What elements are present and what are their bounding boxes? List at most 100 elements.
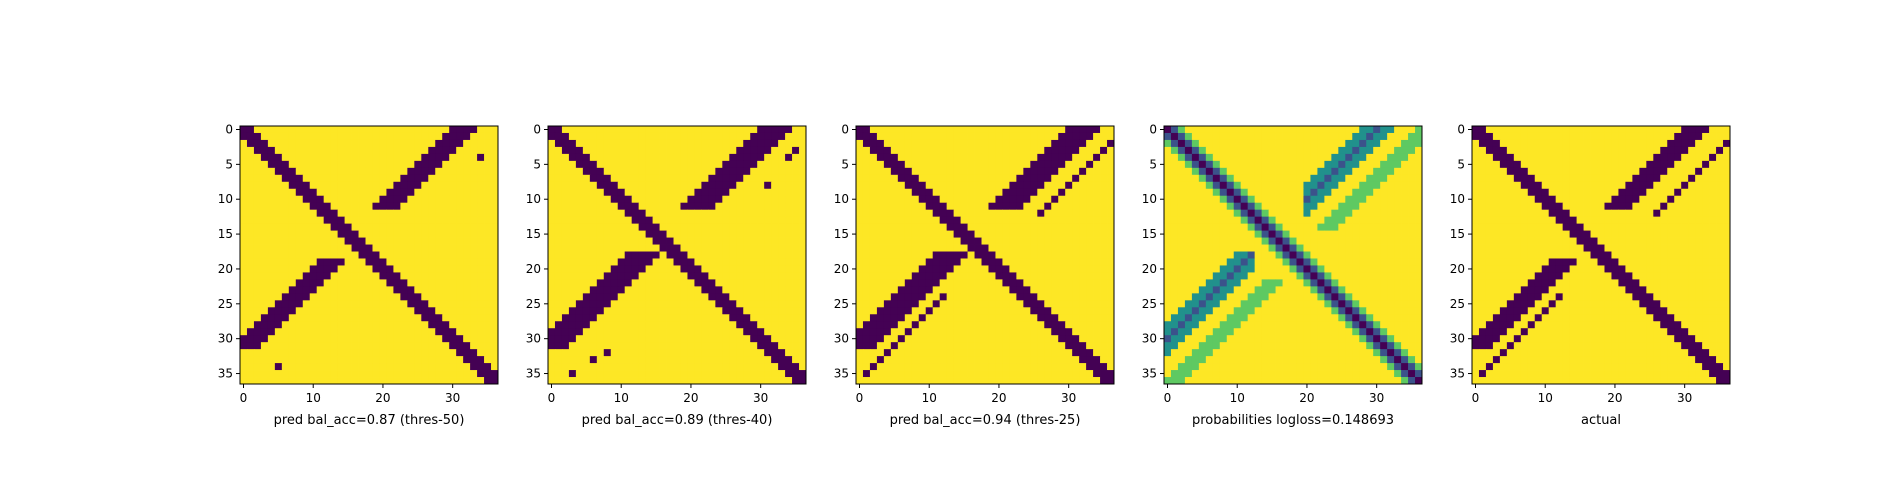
heatmap-cell [344,342,352,350]
heatmap-cell [428,216,436,225]
heatmap-cell [484,146,492,155]
heatmap-cell [442,258,450,266]
heatmap-cell [246,251,255,259]
heatmap-cell [750,146,758,155]
heatmap-cell [1058,153,1066,162]
heatmap-cell [1016,335,1024,343]
heatmap-cell [589,216,598,225]
heatmap-cell [1044,202,1052,211]
heatmap-cell [911,258,920,266]
heatmap-cell [491,300,499,308]
heatmap-cell [715,174,723,183]
heatmap-cell [722,139,730,148]
heatmap-cell [491,153,499,162]
heatmap-cell [1359,230,1367,238]
heatmap-cell [645,223,653,231]
heatmap-cell [1366,223,1374,231]
heatmap-cell [1177,132,1186,141]
heatmap-cell [1177,153,1186,162]
heatmap-cell [1107,153,1115,162]
heatmap-cell [1212,223,1221,231]
heatmap-cell [974,342,982,350]
panel-caption: pred bal_acc=0.89 (thres-40) [582,413,773,428]
heatmap-cell [393,209,401,218]
heatmap-cell [1212,167,1221,176]
heatmap-cell [1037,377,1045,385]
heatmap-cell [1226,146,1235,155]
heatmap-cell [1009,342,1017,350]
heatmap-cell [1310,146,1318,155]
heatmap-cell [645,328,653,336]
heatmap-cell [743,160,751,169]
heatmap-cell [393,223,401,231]
heatmap-cell [890,342,899,350]
heatmap-cell [1275,160,1283,169]
heatmap-cell [911,265,920,273]
heatmap-cell [792,223,800,231]
heatmap-cell [729,153,737,162]
heatmap-cell [736,370,744,378]
heatmap-cell [1289,146,1297,155]
heatmap-cell [981,356,989,364]
heatmap-cell [708,181,716,190]
heatmap-cell [295,314,304,322]
heatmap-cell [372,146,380,155]
heatmap-cell [652,209,660,218]
heatmap-cell [869,349,878,357]
heatmap-cell [708,209,716,218]
heatmap-cell [1170,209,1179,218]
heatmap-cell [981,160,989,169]
heatmap-cell [967,209,975,218]
heatmap-cell [596,181,605,190]
heatmap-cell [281,300,290,308]
heatmap-cell [869,132,878,141]
heatmap-cell [617,286,626,294]
heatmap-cell [1016,237,1024,245]
heatmap-cell [701,370,709,378]
heatmap-cell [1303,202,1311,211]
heatmap-cell [1240,146,1249,155]
heatmap-cell [1317,209,1325,218]
heatmap-cell [548,307,556,315]
heatmap-cell [743,223,751,231]
heatmap-cell [946,370,955,378]
heatmap-cell [701,153,709,162]
heatmap-cell [904,265,913,273]
heatmap-cell [1093,370,1101,378]
heatmap-cell [302,279,311,287]
heatmap-cell [1275,216,1283,225]
heatmap-cell [981,307,989,315]
heatmap-cell [428,293,436,301]
heatmap-cell [1093,286,1101,294]
heatmap-cell [631,321,640,329]
heatmap-cell [1184,237,1193,245]
y-tick-label: 0 [225,122,233,136]
heatmap-cell [736,265,744,273]
heatmap-cell [778,160,786,169]
heatmap-cell [414,293,422,301]
heatmap-cell [568,356,577,364]
heatmap-cell [603,126,612,134]
heatmap-cell [624,307,633,315]
heatmap-cell [1086,335,1094,343]
heatmap-cell [323,195,332,204]
heatmap-cell [421,370,429,378]
heatmap-cell [548,356,556,364]
heatmap-cell [967,258,975,266]
heatmap-cell [344,251,352,259]
heatmap-cell [582,300,591,308]
heatmap-cell [372,244,380,252]
heatmap-cell [750,195,758,204]
heatmap-cell [876,356,885,364]
heatmap-cell [687,153,695,162]
heatmap-cell [548,286,556,294]
heatmap-cell [939,223,948,231]
heatmap-cell [407,132,415,141]
heatmap-cell [1100,265,1108,273]
heatmap-cell [1394,146,1402,155]
heatmap-cell [981,209,989,218]
heatmap-cell [1107,314,1115,322]
heatmap-cell [554,126,563,134]
heatmap-cell [1366,237,1374,245]
heatmap-cell [260,307,269,315]
